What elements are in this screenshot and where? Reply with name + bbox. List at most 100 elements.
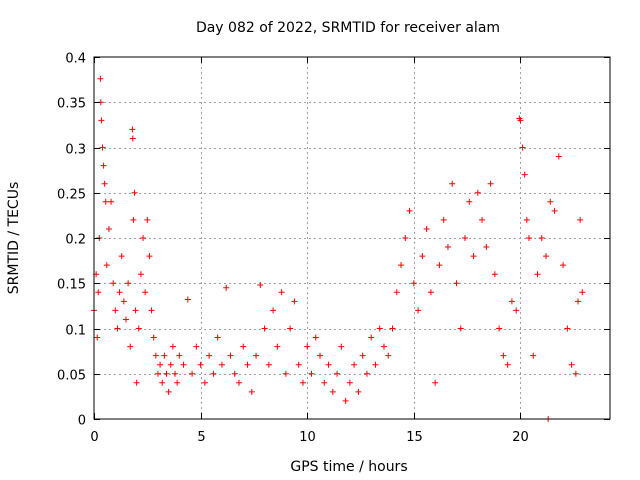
data-point: [100, 162, 107, 169]
data-point: [98, 117, 105, 124]
data-point: [380, 343, 387, 350]
x-tick-label: 15: [406, 430, 423, 445]
data-point: [150, 334, 157, 341]
y-tick-label: 0: [78, 414, 86, 429]
grid: [94, 57, 610, 419]
x-tick-label: 10: [299, 430, 316, 445]
data-point: [142, 289, 149, 296]
data-point: [363, 370, 370, 377]
data-point: [508, 298, 515, 305]
data-point: [154, 370, 161, 377]
data-point: [321, 379, 328, 386]
data-point: [295, 361, 302, 368]
y-tick-label: 0.15: [57, 278, 86, 293]
y-tick-label: 0.05: [57, 369, 86, 384]
data-point: [137, 271, 144, 278]
data-point: [152, 352, 159, 359]
data-point: [95, 289, 102, 296]
data-point: [474, 189, 481, 196]
data-point: [125, 280, 132, 287]
y-tick-label: 0.1: [65, 324, 86, 339]
data-point: [278, 289, 285, 296]
data-point: [274, 343, 281, 350]
data-point: [449, 180, 456, 187]
data-point: [402, 235, 409, 241]
data-point: [479, 216, 486, 223]
data-point: [163, 370, 170, 377]
data-point: [359, 352, 366, 359]
data-point: [176, 352, 183, 359]
data-point: [519, 144, 526, 151]
data-point: [342, 397, 349, 404]
data-point: [201, 379, 208, 386]
data-point: [466, 198, 473, 205]
data-point: [517, 117, 524, 124]
data-point: [110, 280, 117, 287]
data-point: [572, 370, 579, 377]
x-tick-label: 20: [512, 430, 529, 445]
data-point: [172, 370, 179, 377]
data-point: [376, 325, 383, 332]
data-point: [329, 388, 336, 395]
data-point: [551, 207, 558, 214]
data-point: [118, 253, 125, 260]
data-point: [214, 334, 221, 341]
data-point: [282, 370, 289, 377]
x-axis-label: GPS time / hours: [290, 459, 407, 475]
data-point: [287, 325, 294, 332]
y-tick-label: 0.35: [57, 97, 86, 112]
data-point: [410, 280, 417, 287]
data-point: [577, 216, 584, 223]
data-point: [538, 235, 545, 241]
data-point: [265, 361, 272, 368]
data-point: [419, 253, 426, 260]
data-point: [453, 280, 460, 287]
data-point: [530, 352, 537, 359]
data-point: [291, 298, 298, 305]
data-point: [127, 343, 134, 350]
data-points: [91, 75, 586, 422]
data-point: [99, 144, 106, 151]
data-point: [372, 361, 379, 368]
data-point: [184, 296, 191, 303]
data-point: [543, 253, 550, 260]
data-point: [568, 361, 575, 368]
data-point: [406, 207, 413, 214]
data-point: [210, 370, 217, 377]
data-point: [235, 379, 242, 386]
data-point: [338, 343, 345, 350]
data-point: [487, 180, 494, 187]
data-point: [231, 370, 238, 377]
data-point: [197, 361, 204, 368]
data-point: [223, 284, 230, 291]
data-point: [525, 235, 532, 241]
data-point: [521, 171, 528, 178]
data-point: [130, 216, 137, 223]
data-point: [97, 75, 104, 82]
data-point: [575, 298, 582, 305]
data-point: [167, 361, 174, 368]
data-point: [385, 352, 392, 359]
y-tick-labels: 0 0.05 0.1 0.15 0.2 0.25 0.3 0.35 0.4: [57, 52, 86, 429]
data-point: [248, 388, 255, 395]
data-point: [218, 361, 225, 368]
data-point: [189, 370, 196, 377]
data-point: [161, 352, 168, 359]
data-point: [120, 298, 127, 305]
data-point: [253, 352, 260, 359]
data-point: [513, 307, 520, 314]
data-point: [423, 225, 430, 232]
data-point: [560, 262, 567, 269]
y-tick-label: 0.25: [57, 188, 86, 203]
data-point: [159, 379, 166, 386]
data-point: [500, 352, 507, 359]
data-point: [101, 180, 108, 187]
data-point: [102, 198, 109, 205]
data-point: [564, 325, 571, 332]
data-point: [122, 316, 129, 323]
data-point: [504, 361, 511, 368]
data-point: [227, 352, 234, 359]
data-point: [129, 135, 136, 142]
data-point: [261, 325, 268, 332]
data-point: [346, 379, 353, 386]
